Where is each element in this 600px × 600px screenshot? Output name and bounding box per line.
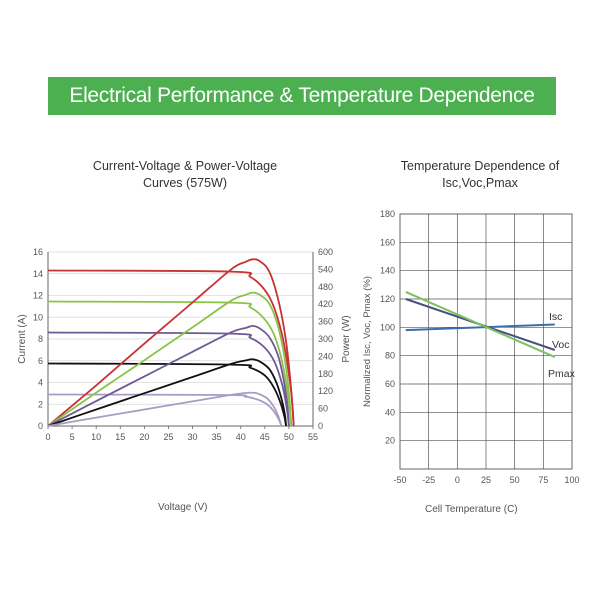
temp-x-tick-label: 100 [564,475,579,485]
iv-y-tick-label: 12 [33,291,43,301]
temp-series-label-pmax: Pmax [548,368,576,380]
temp-x-tick-label: -50 [393,475,406,485]
temp-x-tick-label: 25 [481,475,491,485]
pv-curve-200w/m2 [47,391,283,427]
iv-x-tick-label: 0 [45,432,50,442]
iv-chart-title-line-2: Curves (575W) [142,176,228,190]
iv-x-tick-label: 35 [212,432,222,442]
temp-chart-title-line-1: Temperature Dependence of [400,159,560,173]
iv-y-tick-label: 0 [38,421,43,431]
iv-y-tick-label: 16 [33,247,43,257]
temp-series-label-isc: Isc [549,311,562,323]
iv-y2-axis-label: Power (W) [341,315,352,362]
iv-y-tick-label: 8 [38,334,43,344]
iv-curve-800w/m2 [47,300,293,427]
temp-x-tick-label: -25 [422,475,435,485]
section-banner: Electrical Performance & Temperature Dep… [48,77,556,115]
temp-series-label-voc: Voc [552,339,570,351]
iv-x-tick-label: 5 [70,432,75,442]
iv-x-tick-label: 20 [139,432,149,442]
iv-y2-tick-label: 240 [318,351,333,361]
temperature-chart: -50 -25 0 25 50 75 100 20 40 60 80 100 120 140 160 180 N… [362,209,580,485]
temp-y-tick-label: 140 [380,266,395,276]
iv-y-tick-label: 6 [38,356,43,366]
temp-y-axis-label: Normalized Isc, Voc, Pmax (%) [362,276,373,407]
temp-x-axis-label: Cell Temperature (C) [425,504,518,515]
iv-y2-tick-label: 360 [318,317,333,327]
iv-y2-tick-label: 300 [318,334,333,344]
temp-line-isc [405,323,555,332]
pv-curve-600w/m2 [47,325,290,427]
pv-curve-1000w/m2 [47,258,295,427]
iv-y2-tick-label: 540 [318,264,333,274]
iv-y2-tick-label: 0 [318,421,323,431]
temp-y-tick-label: 120 [380,294,395,304]
temp-line-pmax [405,291,556,358]
iv-x-tick-label: 15 [115,432,125,442]
iv-curve-400w/m2 [47,362,287,427]
iv-y2-tick-label: 600 [318,247,333,257]
iv-pv-chart: 0 5 10 15 20 25 30 35 40 45 50 55024681012141606012… [17,247,352,442]
temp-y-tick-label: 100 [380,322,395,332]
iv-x-tick-label: 25 [163,432,173,442]
temp-y-tick-label: 80 [385,351,395,361]
iv-x-axis-label: Voltage (V) [158,502,208,513]
temp-y-tick-label: 60 [385,379,395,389]
temp-y-tick-label: 40 [385,407,395,417]
iv-x-tick-label: 30 [188,432,198,442]
iv-chart-title: Current-Voltage & Power-Voltage Curves (… [60,158,310,192]
iv-y2-tick-label: 120 [318,386,333,396]
iv-curve-200w/m2 [47,393,283,427]
iv-y2-tick-label: 60 [318,404,328,414]
pv-curve-800w/m2 [47,291,293,427]
temp-x-tick-label: 75 [538,475,548,485]
iv-x-tick-label: 10 [91,432,101,442]
iv-y2-tick-label: 420 [318,299,333,309]
iv-y-tick-label: 2 [38,399,43,409]
temp-y-tick-label: 20 [385,436,395,446]
iv-chart-title-line-1: Current-Voltage & Power-Voltage [92,159,278,173]
iv-x-tick-label: 50 [284,432,294,442]
iv-y-tick-label: 4 [38,378,43,388]
iv-curve-600w/m2 [47,331,290,427]
iv-y-tick-label: 10 [33,312,43,322]
temp-y-tick-label: 160 [380,237,395,247]
temp-chart-title-line-2: Isc,Voc,Pmax [442,176,518,190]
iv-y2-tick-label: 180 [318,369,333,379]
iv-x-tick-label: 45 [260,432,270,442]
temp-x-tick-label: 50 [510,475,520,485]
temp-x-tick-label: 0 [455,475,460,485]
temp-chart-title: Temperature Dependence of Isc,Voc,Pmax [380,158,580,192]
iv-x-tick-label: 40 [236,432,246,442]
iv-y-axis-label: Current (A) [17,314,28,363]
pv-curve-400w/m2 [47,358,287,427]
iv-x-tick-label: 55 [308,432,318,442]
temp-y-tick-label: 180 [380,209,395,219]
iv-y2-tick-label: 480 [318,282,333,292]
iv-y-tick-label: 14 [33,269,43,279]
